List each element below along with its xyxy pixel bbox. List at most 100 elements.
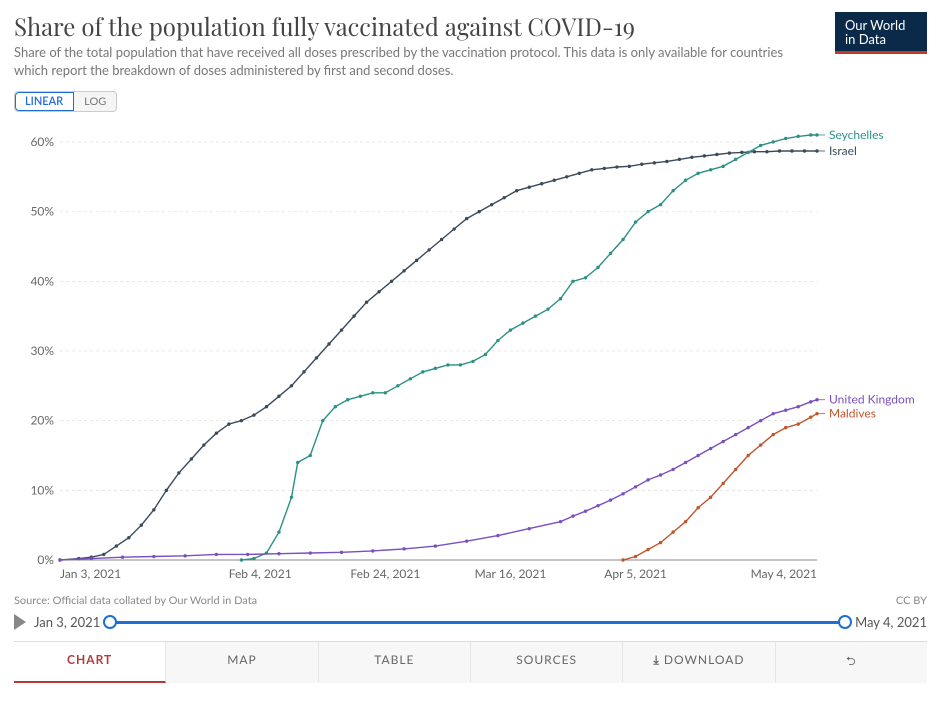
gridlines [60, 142, 817, 560]
series-marker [58, 558, 61, 561]
series-marker [753, 150, 756, 153]
series-marker [734, 433, 737, 436]
series-marker [496, 339, 499, 342]
owid-logo[interactable]: Our World in Data [835, 12, 927, 54]
series-marker [446, 363, 449, 366]
series-marker [578, 172, 581, 175]
series-marker [596, 266, 599, 269]
series-marker [290, 496, 293, 499]
series-marker [265, 405, 268, 408]
series-marker [277, 395, 280, 398]
series-marker [540, 182, 543, 185]
chart-title: Share of the population fully vaccinated… [14, 12, 794, 42]
series-marker [715, 153, 718, 156]
series-line-seychelles[interactable] [241, 135, 817, 560]
series-marker [759, 443, 762, 446]
series-marker [646, 548, 649, 551]
tab-map[interactable]: MAP [166, 642, 318, 683]
series-marker [252, 413, 255, 416]
series-label-seychelles[interactable]: Seychelles [829, 127, 884, 142]
series-marker [665, 160, 668, 163]
series-marker [502, 196, 505, 199]
series-marker [640, 163, 643, 166]
series-marker [127, 536, 130, 539]
series-marker [396, 384, 399, 387]
series-marker [309, 551, 312, 554]
series-marker [797, 423, 800, 426]
tab-download[interactable]: ⤓ DOWNLOAD [623, 642, 775, 683]
series-marker [584, 510, 587, 513]
series-marker [784, 426, 787, 429]
source-text: Source: Official data collated by Our Wo… [14, 594, 257, 607]
y-tick-label: 10% [30, 482, 54, 497]
series-marker [809, 416, 812, 419]
y-tick-label: 20% [30, 413, 54, 428]
series-marker [659, 473, 662, 476]
share-icon: ⮌ [846, 653, 857, 668]
series-marker [484, 353, 487, 356]
series-marker [584, 276, 587, 279]
series-marker [653, 161, 656, 164]
series-marker [521, 321, 524, 324]
slider-handle-start[interactable] [103, 615, 117, 629]
series-marker [365, 301, 368, 304]
license-text[interactable]: CC BY [896, 594, 927, 607]
tab-table[interactable]: TABLE [319, 642, 471, 683]
series-marker [772, 140, 775, 143]
y-tick-label: 30% [30, 343, 54, 358]
series-label-israel[interactable]: Israel [829, 143, 857, 158]
series-marker [671, 189, 674, 192]
tab-share[interactable]: ⮌ [776, 642, 927, 683]
scale-log-button[interactable]: LOG [74, 92, 116, 111]
series-marker [596, 504, 599, 507]
series-marker [634, 220, 637, 223]
tab-chart[interactable]: CHART [14, 642, 166, 683]
series-label-united-kingdom[interactable]: United Kingdom [829, 392, 915, 407]
series-marker [202, 443, 205, 446]
series-marker [571, 280, 574, 283]
timeline-slider[interactable] [108, 613, 847, 631]
series-marker [634, 555, 637, 558]
y-tick-label: 0% [37, 552, 54, 567]
series-marker [252, 557, 255, 560]
series-marker [240, 419, 243, 422]
series-marker [90, 557, 93, 560]
series-marker [759, 144, 762, 147]
series-marker [346, 398, 349, 401]
series-marker [390, 280, 393, 283]
series-marker [690, 156, 693, 159]
x-tick-label: Mar 16, 2021 [475, 566, 547, 581]
series-marker [359, 395, 362, 398]
series-marker [684, 520, 687, 523]
series-marker [465, 217, 468, 220]
series-marker [671, 468, 674, 471]
series-marker [277, 552, 280, 555]
series-marker [609, 252, 612, 255]
series-line-maldives[interactable] [623, 414, 817, 560]
series-marker [121, 556, 124, 559]
play-button[interactable] [14, 614, 26, 630]
series-marker [603, 167, 606, 170]
series-marker [490, 203, 493, 206]
tab-sources[interactable]: SOURCES [471, 642, 623, 683]
series-marker [678, 158, 681, 161]
series-label-maldives[interactable]: Maldives [829, 406, 876, 421]
series-marker [628, 165, 631, 168]
series-marker [759, 419, 762, 422]
series-line-israel[interactable] [60, 151, 817, 560]
series-marker [659, 541, 662, 544]
download-label: DOWNLOAD [664, 652, 745, 667]
series-marker [427, 248, 430, 251]
series-marker [772, 433, 775, 436]
slider-handle-end[interactable] [838, 615, 852, 629]
series-marker [559, 520, 562, 523]
series-marker [534, 315, 537, 318]
timeline-start-label: Jan 3, 2021 [34, 614, 100, 630]
line-chart: 0%10%20%30%40%50%60%Jan 3, 2021Feb 4, 20… [14, 118, 927, 588]
chart-area: 0%10%20%30%40%50%60%Jan 3, 2021Feb 4, 20… [14, 118, 927, 588]
series-marker [634, 485, 637, 488]
series-marker [402, 547, 405, 550]
scale-linear-button[interactable]: LINEAR [15, 92, 74, 111]
series-marker [659, 203, 662, 206]
series-marker [797, 405, 800, 408]
